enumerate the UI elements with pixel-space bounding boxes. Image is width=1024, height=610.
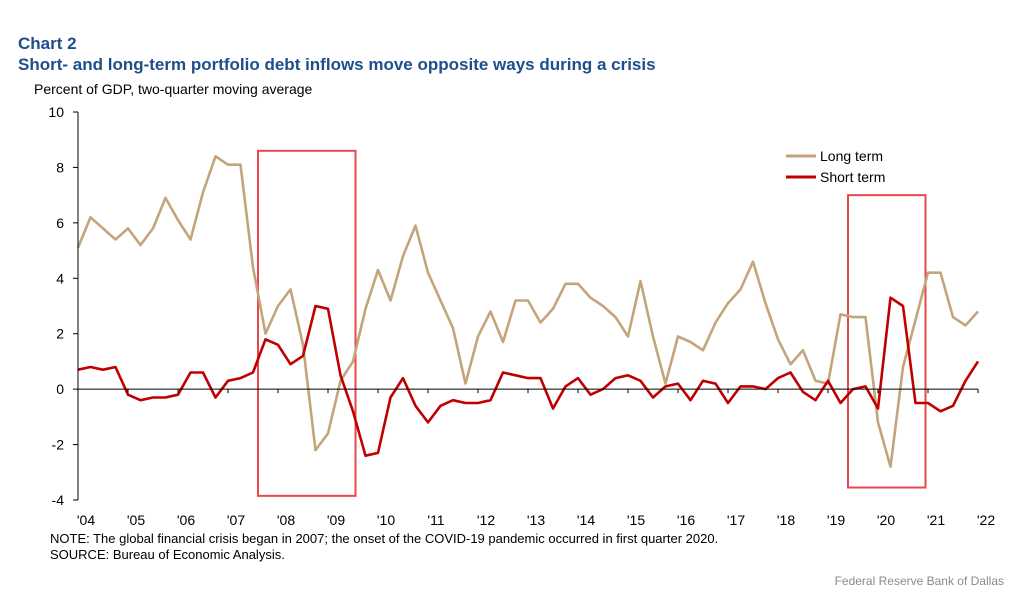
legend-label-long-term: Long term: [820, 148, 883, 164]
series-line-long-term: [76, 155, 979, 469]
x-tick-label: '09: [327, 512, 345, 528]
x-tick-label: '13: [527, 512, 545, 528]
y-tick-label: 6: [56, 215, 64, 231]
crisis-highlight-box-2: [847, 194, 927, 489]
series-line-short-term: [77, 296, 980, 458]
x-tick-label: '08: [277, 512, 295, 528]
y-tick-label: -2: [52, 437, 65, 453]
legend-label-short-term: Short term: [820, 169, 885, 185]
source-line: SOURCE: Bureau of Economic Analysis.: [50, 547, 285, 562]
chart-label: Chart 2: [18, 34, 77, 53]
y-axis-unit-label: Percent of GDP, two-quarter moving avera…: [34, 81, 313, 97]
x-tick-label: '21: [927, 512, 945, 528]
x-tick-label: '11: [427, 512, 444, 528]
x-tick-label: '18: [777, 512, 795, 528]
y-tick-label: 8: [56, 159, 64, 175]
x-tick-label: '14: [577, 512, 595, 528]
x-tick-label: '16: [677, 512, 695, 528]
y-tick-label: 0: [56, 381, 64, 397]
y-tick-label: -4: [52, 492, 65, 508]
x-tick-label: '06: [177, 512, 195, 528]
x-tick-label: '22: [977, 512, 995, 528]
y-tick-label: 2: [56, 326, 64, 342]
x-tick-label: '07: [227, 512, 245, 528]
footnote: NOTE: The global financial crisis began …: [50, 531, 719, 546]
credit-line: Federal Reserve Bank of Dallas: [834, 574, 1004, 588]
y-tick-label: 4: [56, 270, 64, 286]
crisis-highlight-box-1: [257, 149, 357, 497]
x-tick-label: '05: [127, 512, 145, 528]
chart-title: Short- and long-term portfolio debt infl…: [18, 55, 656, 74]
x-tick-label: '10: [377, 512, 395, 528]
x-tick-label: '04: [77, 512, 95, 528]
y-tick-label: 10: [48, 104, 64, 120]
x-tick-label: '20: [877, 512, 895, 528]
x-tick-label: '15: [627, 512, 645, 528]
x-tick-label: '12: [477, 512, 495, 528]
x-tick-label: '19: [827, 512, 845, 528]
x-tick-label: '17: [727, 512, 745, 528]
